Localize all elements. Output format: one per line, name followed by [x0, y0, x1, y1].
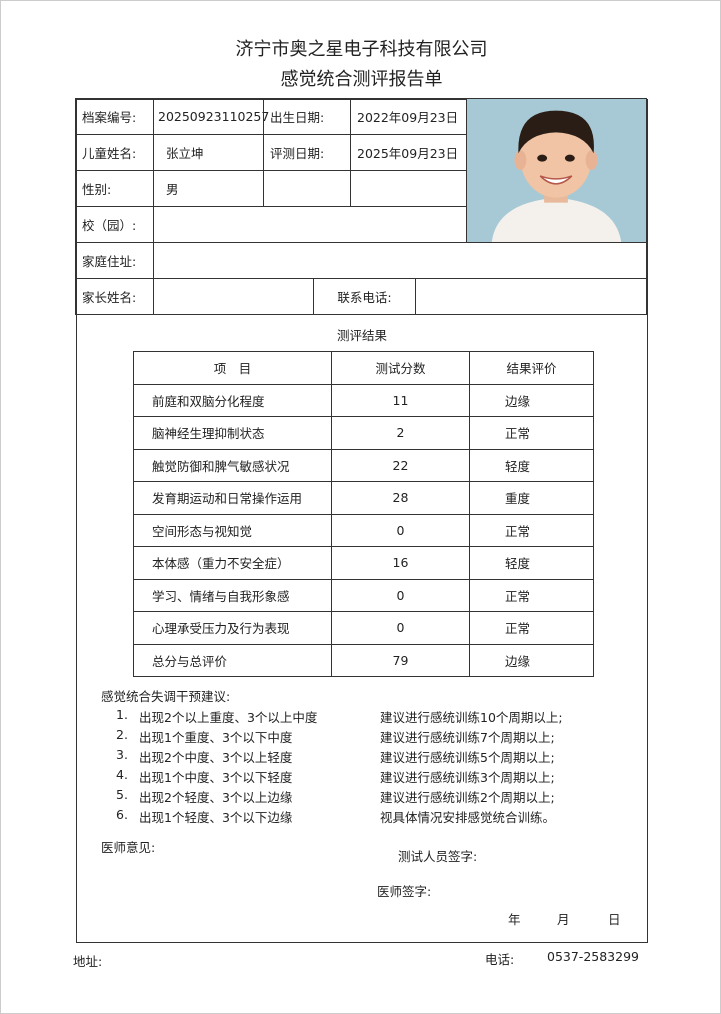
parent-label: 家长姓名:: [75, 278, 154, 315]
address-value: [153, 242, 647, 279]
year-label: 年: [508, 912, 521, 927]
file-no-value: 20250923110257: [153, 98, 269, 135]
tester-sign-label: 测试人员签字:: [398, 849, 478, 864]
suggestion-number: 3.: [116, 747, 128, 762]
result-score: 2: [331, 416, 470, 450]
suggestion-number: 2.: [116, 727, 128, 742]
suggestion-number: 6.: [116, 807, 128, 822]
child-photo-image: [467, 99, 646, 242]
phone-label: 联系电话:: [313, 278, 416, 315]
results-title: 测评结果: [336, 328, 387, 343]
address-label: 家庭住址:: [75, 242, 154, 279]
result-score: 11: [331, 383, 470, 417]
result-score: 79: [331, 643, 470, 677]
school-label: 校（园）:: [75, 206, 154, 243]
result-item-name: 发育期运动和日常操作运用: [133, 481, 332, 515]
footer-address-label: 地址:: [73, 954, 103, 969]
report-frame: [76, 99, 648, 943]
result-item-name: 学习、情绪与自我形象感: [133, 578, 332, 612]
result-score: 0: [331, 513, 470, 547]
gender-label: 性别:: [75, 170, 154, 207]
child-photo: [466, 98, 647, 243]
day-label: 日: [608, 912, 621, 927]
suggestion-number: 5.: [116, 787, 128, 802]
suggestion-advice: 建议进行感统训练10个周期以上;: [380, 710, 563, 725]
result-score: 0: [331, 611, 470, 645]
school-value: [153, 206, 467, 243]
suggestion-condition: 出现1个轻度、3个以下边缘: [139, 810, 293, 825]
result-item-name: 脑神经生理抑制状态: [133, 416, 332, 450]
eval-date-label: 评测日期:: [263, 134, 351, 171]
suggestion-advice: 视具体情况安排感觉统合训练。: [380, 810, 556, 825]
suggestion-condition: 出现2个轻度、3个以上边缘: [139, 790, 293, 805]
suggestion-condition: 出现1个重度、3个以下中度: [139, 730, 293, 745]
result-score: 0: [331, 578, 470, 612]
suggestion-condition: 出现2个中度、3个以上轻度: [139, 750, 293, 765]
suggestion-advice: 建议进行感统训练5个周期以上;: [380, 750, 555, 765]
result-evaluation: 正常: [469, 416, 594, 450]
result-evaluation: 边缘: [469, 383, 594, 417]
doctor-sign-label: 医师签字:: [377, 884, 432, 899]
result-evaluation: 正常: [469, 578, 594, 612]
suggestion-condition: 出现2个以上重度、3个以上中度: [139, 710, 318, 725]
result-item-name: 空间形态与视知觉: [133, 513, 332, 547]
file-no-label: 档案编号:: [75, 98, 154, 135]
result-evaluation: 轻度: [469, 546, 594, 580]
result-item-name: 前庭和双脑分化程度: [133, 383, 332, 417]
result-evaluation: 边缘: [469, 643, 594, 677]
suggestions-title: 感觉统合失调干预建议:: [101, 689, 231, 704]
suggestion-condition: 出现1个中度、3个以下轻度: [139, 770, 293, 785]
gender-value: 男: [153, 170, 264, 207]
name-value: 张立坤: [153, 134, 264, 171]
month-label: 月: [557, 912, 570, 927]
suggestion-advice: 建议进行感统训练2个周期以上;: [380, 790, 555, 805]
doctor-opinion-label: 医师意见:: [101, 840, 156, 855]
name-label: 儿童姓名:: [75, 134, 154, 171]
suggestion-number: 1.: [116, 707, 128, 722]
footer-phone: 0537-2583299: [547, 949, 639, 964]
result-score: 22: [331, 448, 470, 482]
phone-value: [415, 278, 647, 315]
result-item-name: 本体感（重力不安全症）: [133, 546, 332, 580]
company-name: 济宁市奥之星电子科技有限公司: [235, 39, 488, 60]
result-score: 28: [331, 481, 470, 515]
result-evaluation: 正常: [469, 611, 594, 645]
birth-label: 出生日期:: [263, 98, 351, 135]
header-item: 项 目: [133, 351, 332, 385]
result-evaluation: 正常: [469, 513, 594, 547]
suggestion-number: 4.: [116, 767, 128, 782]
empty-cell: [263, 170, 351, 207]
result-score: 16: [331, 546, 470, 580]
eval-date-value: 2025年09月23日: [350, 134, 467, 171]
footer-phone-label: 电话:: [485, 952, 515, 967]
empty-cell: [350, 170, 467, 207]
result-evaluation: 轻度: [469, 448, 594, 482]
suggestion-advice: 建议进行感统训练3个周期以上;: [380, 770, 555, 785]
result-item-name: 心理承受压力及行为表现: [133, 611, 332, 645]
result-evaluation: 重度: [469, 481, 594, 515]
suggestion-advice: 建议进行感统训练7个周期以上;: [380, 730, 555, 745]
result-item-name: 总分与总评价: [133, 643, 332, 677]
header-score: 测试分数: [331, 351, 470, 385]
header-evaluation: 结果评价: [469, 351, 594, 385]
parent-value: [153, 278, 314, 315]
result-item-name: 触觉防御和脾气敏感状况: [133, 448, 332, 482]
birth-value: 2022年09月23日: [350, 98, 467, 135]
report-title: 感觉统合测评报告单: [280, 69, 443, 90]
